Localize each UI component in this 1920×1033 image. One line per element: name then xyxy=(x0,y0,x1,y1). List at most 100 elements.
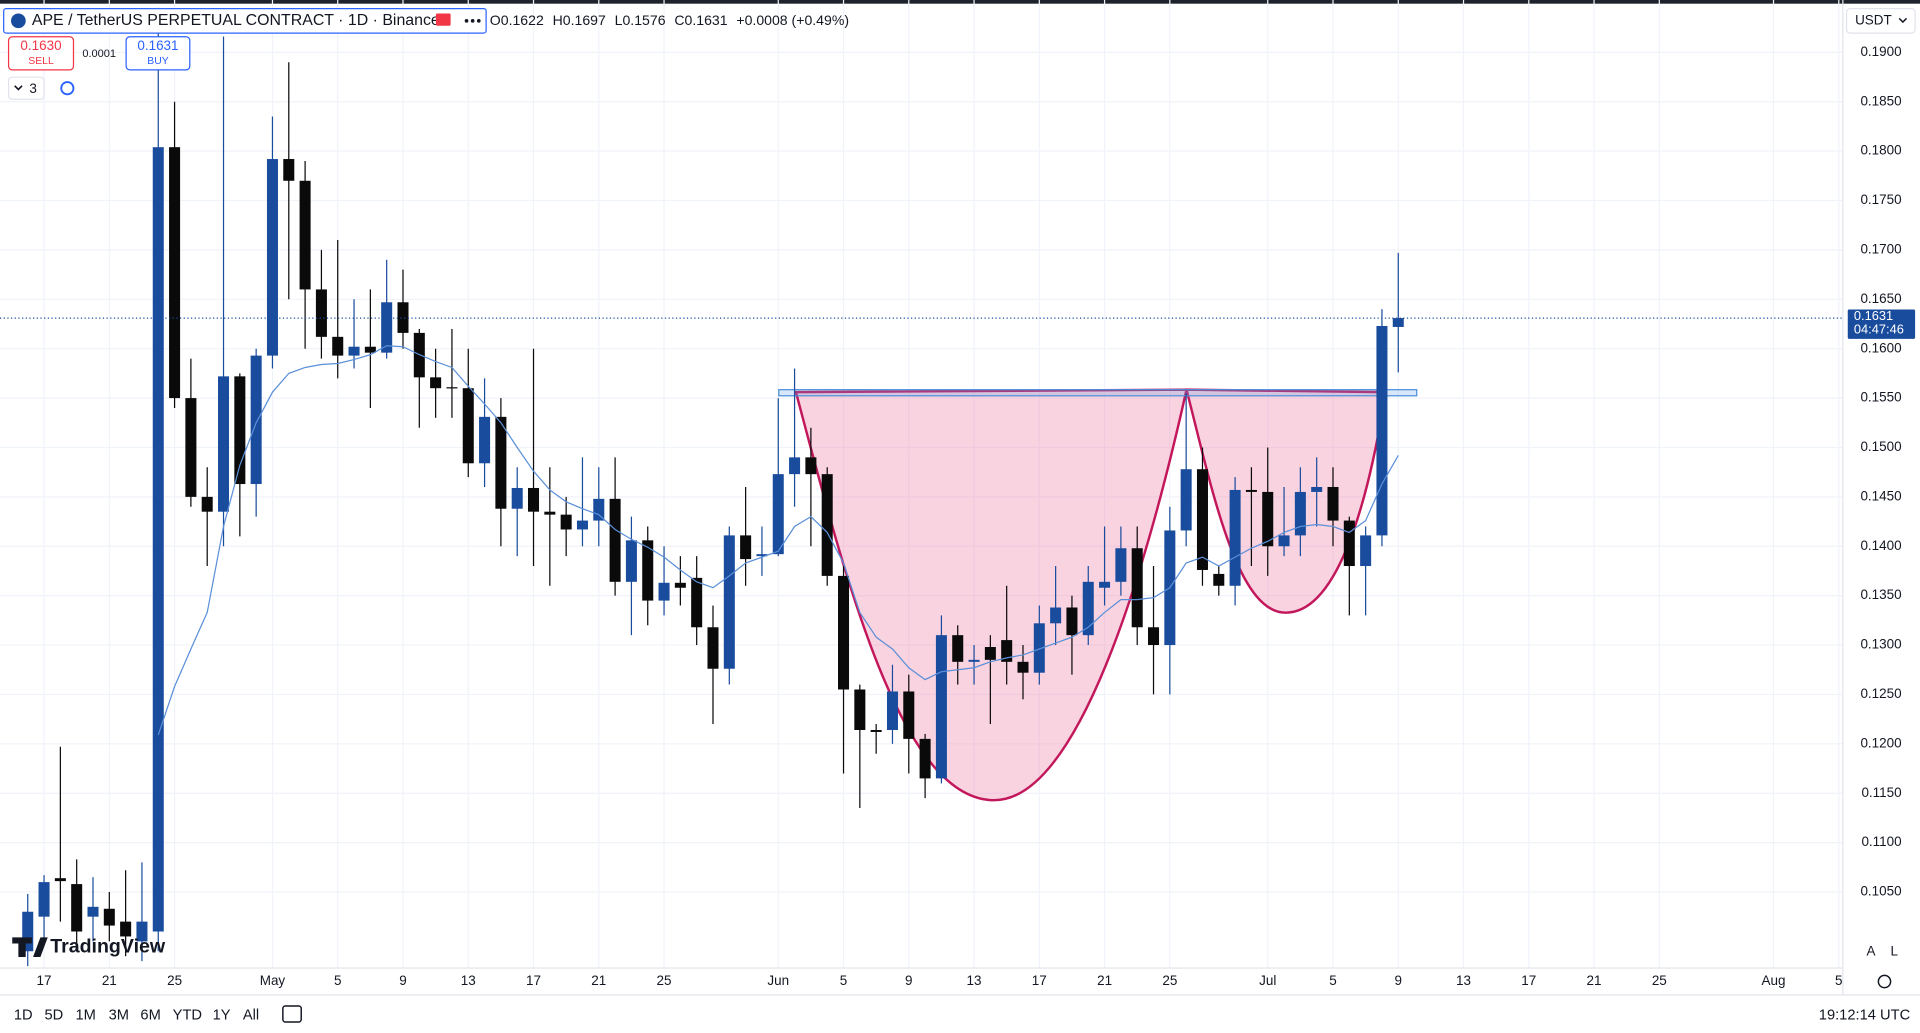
candle-body xyxy=(1082,581,1094,636)
candle-body xyxy=(642,540,654,601)
candle-body xyxy=(625,540,637,582)
x-tick-label: 13 xyxy=(461,973,476,988)
ohlc-change: +0.0008 (+0.49%) xyxy=(736,12,849,28)
candle-body xyxy=(968,659,980,662)
candle-body xyxy=(511,487,523,509)
logo-text: TradingView xyxy=(50,935,166,957)
buy-price: 0.1631 xyxy=(137,38,178,53)
x-tick-label: 13 xyxy=(1456,973,1471,988)
y-tick-label: 0.1300 xyxy=(1860,637,1901,652)
candle-body xyxy=(1262,491,1274,547)
x-tick-label: 21 xyxy=(1097,973,1112,988)
calendar-icon[interactable] xyxy=(282,1005,302,1023)
candle-body xyxy=(1294,491,1306,536)
range-button[interactable]: 5D xyxy=(44,1008,63,1024)
x-tick-label: 9 xyxy=(399,973,406,988)
range-button[interactable]: All xyxy=(243,1008,259,1024)
candle-body xyxy=(152,147,164,932)
top-border xyxy=(0,0,1920,4)
ohlc-legend: O0.1622 H0.1697 L0.1576 C0.1631 +0.0008 … xyxy=(490,12,849,28)
sell-price: 0.1630 xyxy=(20,38,61,53)
candle-body xyxy=(772,474,784,555)
candle-body xyxy=(218,376,230,512)
range-button[interactable]: 6M xyxy=(140,1008,160,1024)
candle-body xyxy=(430,377,442,389)
candle-body xyxy=(1343,520,1355,567)
candle-body xyxy=(1213,573,1225,586)
range-button[interactable]: 1D xyxy=(14,1008,33,1024)
range-button[interactable]: YTD xyxy=(173,1008,202,1024)
x-tick-label: 17 xyxy=(1032,973,1047,988)
y-tick-label: 0.1500 xyxy=(1860,439,1901,454)
candle-body xyxy=(740,535,752,560)
x-tick-label: 25 xyxy=(1652,973,1667,988)
refresh-icon[interactable] xyxy=(60,81,75,96)
x-tick-label: 25 xyxy=(1162,973,1177,988)
candle-body xyxy=(838,575,850,690)
candle-body xyxy=(1050,607,1062,624)
x-tick-label: 9 xyxy=(1395,973,1402,988)
x-tick-label: 25 xyxy=(657,973,672,988)
candle-body xyxy=(1360,535,1372,567)
candle-body xyxy=(185,398,197,497)
auto-scale-button[interactable]: A xyxy=(1867,944,1876,959)
range-button[interactable]: 3M xyxy=(109,1008,129,1024)
candle-body xyxy=(805,457,817,475)
y-tick-label: 0.1400 xyxy=(1860,538,1901,553)
flag-icon[interactable] xyxy=(435,13,451,26)
candle-body xyxy=(1180,469,1192,531)
logo-icon xyxy=(12,937,48,958)
candle-body xyxy=(136,921,148,942)
settings-icon[interactable] xyxy=(1877,974,1892,989)
indicators-toggle[interactable] xyxy=(7,76,45,100)
candle-body xyxy=(397,302,409,333)
y-tick-label: 0.1550 xyxy=(1860,390,1901,405)
x-tick-label: 21 xyxy=(1587,973,1602,988)
currency-box[interactable] xyxy=(1845,7,1916,34)
log-scale-button[interactable]: L xyxy=(1891,944,1899,959)
buy-label: BUY xyxy=(147,56,168,67)
symbol-box[interactable] xyxy=(3,7,487,34)
candle-body xyxy=(935,635,947,779)
range-button[interactable]: 1Y xyxy=(213,1008,231,1024)
plot xyxy=(0,7,1843,967)
candle-body xyxy=(707,627,719,669)
candle-body xyxy=(87,906,99,917)
x-tick-label: 17 xyxy=(526,973,541,988)
chevron-icon xyxy=(14,85,23,91)
x-tick-label: 25 xyxy=(167,973,182,988)
ohlc-value: 0.1576 xyxy=(622,12,665,28)
candle-body xyxy=(120,921,132,937)
clock: 19:12:14 UTC xyxy=(1819,1008,1911,1024)
range-button[interactable]: 1M xyxy=(76,1008,96,1024)
currency[interactable]: USDT xyxy=(1855,12,1892,27)
y-tick-label: 0.1250 xyxy=(1860,686,1901,701)
ohlc-value: 0.1622 xyxy=(501,12,544,28)
candle-body xyxy=(71,884,83,932)
price-tag-label: 0.1631 xyxy=(1854,308,1893,323)
symbol-title[interactable]: APE / TetherUS PERPETUAL CONTRACT · 1D ·… xyxy=(32,12,440,29)
y-tick-label: 0.1850 xyxy=(1860,93,1901,108)
candle-body xyxy=(38,882,50,917)
spread: 0.0001 xyxy=(82,48,116,60)
candle-body xyxy=(234,376,246,485)
ohlc-key: O xyxy=(490,12,501,28)
candle-body xyxy=(821,474,833,576)
x-tick-label: 17 xyxy=(37,973,52,988)
buy-button[interactable] xyxy=(125,36,191,71)
sell-label: SELL xyxy=(28,56,54,67)
sell-button[interactable] xyxy=(7,36,75,71)
candle-body xyxy=(169,147,181,399)
x-tick-label: 17 xyxy=(1521,973,1536,988)
candle-body xyxy=(658,582,670,601)
more-icon[interactable] xyxy=(464,18,481,23)
candle-body xyxy=(1017,661,1029,673)
moving-average xyxy=(157,345,1399,736)
ohlc-value: 0.1697 xyxy=(563,12,606,28)
candle-body xyxy=(332,336,344,356)
candle-body xyxy=(756,554,768,557)
x-tick-label: 9 xyxy=(905,973,912,988)
x-tick-label: Jul xyxy=(1259,973,1276,988)
